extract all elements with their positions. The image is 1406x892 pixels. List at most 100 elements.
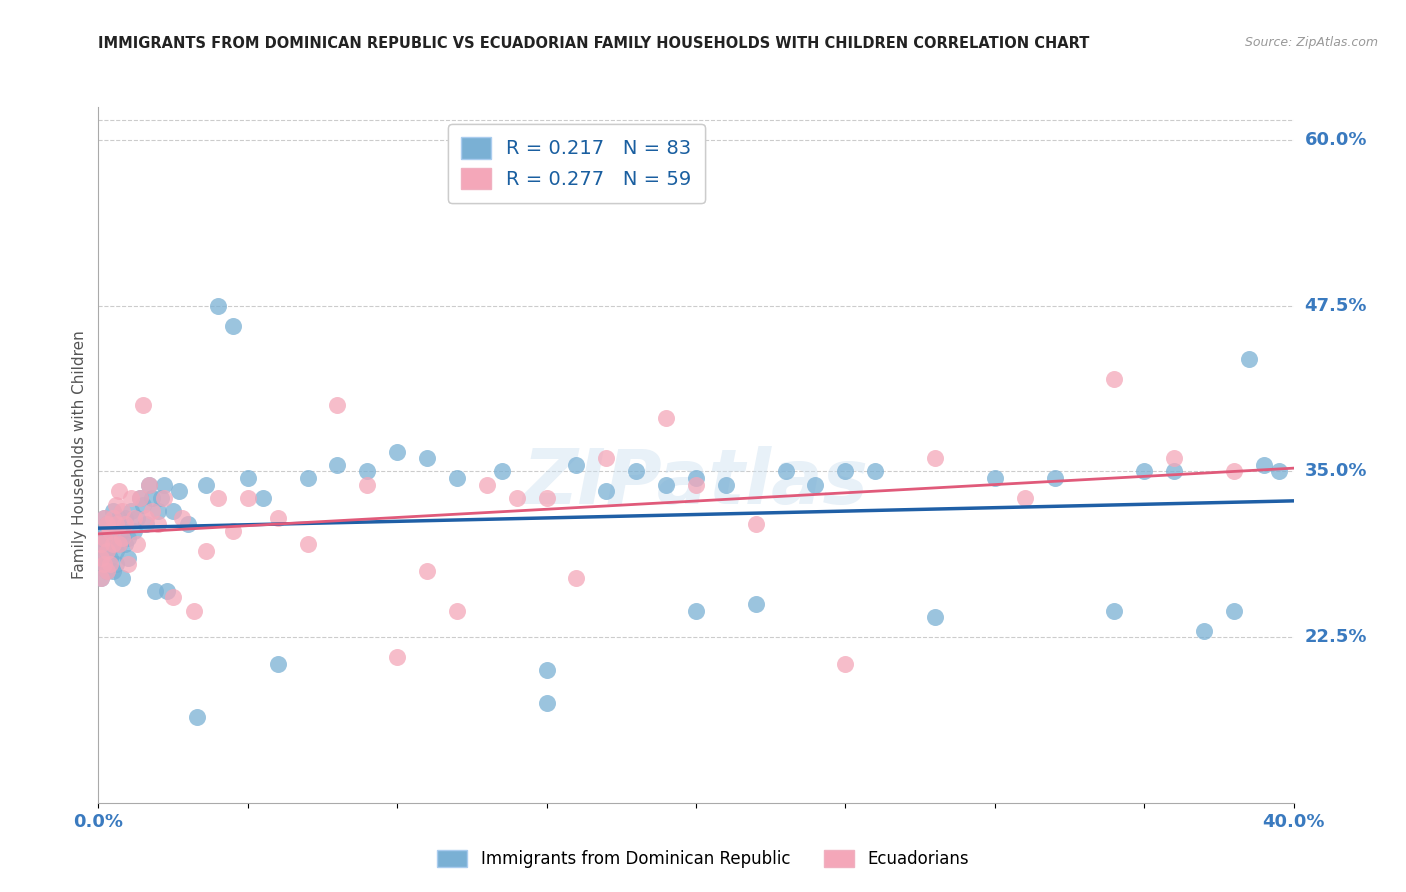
Point (1014, 491, 1036, 505)
Point (172, 511, 194, 525)
Point (177, 517, 200, 532)
Point (252, 491, 274, 505)
Point (108, 484, 131, 499)
Point (655, 411, 678, 425)
Point (90, 550, 112, 565)
Point (714, 477, 737, 491)
Point (222, 524, 245, 538)
Point (96, 517, 118, 532)
Point (93, 531, 115, 545)
Point (385, 444, 409, 458)
Point (135, 517, 157, 532)
Point (865, 465, 887, 479)
Point (124, 524, 146, 538)
Point (565, 570, 588, 584)
Point (1192, 624, 1215, 638)
Point (103, 537, 125, 551)
Point (804, 477, 827, 491)
Point (103, 511, 125, 525)
Point (129, 491, 152, 505)
Text: IMMIGRANTS FROM DOMINICAN REPUBLIC VS ECUADORIAN FAMILY HOUSEHOLDS WITH CHILDREN: IMMIGRANTS FROM DOMINICAN REPUBLIC VS EC… (98, 36, 1090, 51)
Point (624, 465, 647, 479)
Point (153, 491, 176, 505)
Point (156, 583, 179, 598)
Point (93, 558, 115, 572)
Text: 35.0%: 35.0% (1305, 462, 1367, 481)
Point (536, 663, 558, 677)
Point (297, 471, 319, 485)
Point (103, 504, 125, 518)
Point (236, 471, 259, 485)
Point (1043, 471, 1066, 485)
Point (103, 564, 125, 578)
Point (105, 558, 128, 572)
Point (685, 604, 707, 618)
Point (983, 471, 1005, 485)
Point (167, 484, 190, 499)
Point (117, 531, 139, 545)
Point (745, 517, 768, 532)
Text: 60.0%: 60.0% (1305, 131, 1367, 149)
Point (1237, 351, 1260, 366)
Point (536, 697, 558, 711)
Point (924, 451, 946, 466)
Point (127, 537, 149, 551)
Point (506, 491, 529, 505)
Point (103, 537, 125, 551)
Point (143, 583, 166, 598)
Point (96, 517, 118, 532)
Point (98, 531, 122, 545)
Point (111, 524, 134, 538)
Legend: R = 0.217   N = 83, R = 0.277   N = 59: R = 0.217 N = 83, R = 0.277 N = 59 (449, 124, 704, 203)
Point (120, 491, 142, 505)
Point (267, 511, 290, 525)
Point (595, 451, 617, 466)
Point (132, 498, 155, 512)
Point (93, 511, 115, 525)
Point (297, 537, 319, 551)
Point (162, 591, 184, 605)
Point (326, 398, 349, 412)
Point (111, 531, 134, 545)
Point (834, 465, 856, 479)
Point (186, 709, 208, 723)
Point (207, 491, 229, 505)
Point (416, 451, 439, 466)
Point (1267, 465, 1289, 479)
Point (98, 550, 122, 565)
Point (356, 477, 378, 491)
Text: Source: ZipAtlas.com: Source: ZipAtlas.com (1244, 36, 1378, 49)
Point (114, 517, 136, 532)
Point (105, 517, 128, 532)
Point (1223, 465, 1246, 479)
Point (194, 477, 218, 491)
Point (90, 570, 112, 584)
Point (132, 398, 155, 412)
Point (96, 544, 118, 558)
Point (655, 477, 678, 491)
Point (138, 477, 160, 491)
Point (93, 537, 115, 551)
Point (356, 465, 378, 479)
Point (135, 511, 157, 525)
Point (924, 610, 946, 624)
Point (141, 504, 163, 518)
Point (595, 484, 617, 499)
Point (834, 657, 856, 671)
Point (267, 657, 290, 671)
Point (96, 544, 118, 558)
Point (1104, 372, 1126, 386)
Text: ZIPatlas: ZIPatlas (523, 446, 869, 520)
Point (207, 299, 229, 313)
Point (98, 517, 122, 532)
Point (1223, 604, 1246, 618)
Point (96, 564, 118, 578)
Point (148, 504, 170, 518)
Point (416, 564, 439, 578)
Point (1163, 465, 1185, 479)
Point (90, 570, 112, 584)
Point (446, 471, 468, 485)
Point (153, 477, 176, 491)
Point (120, 504, 142, 518)
Point (108, 537, 131, 551)
